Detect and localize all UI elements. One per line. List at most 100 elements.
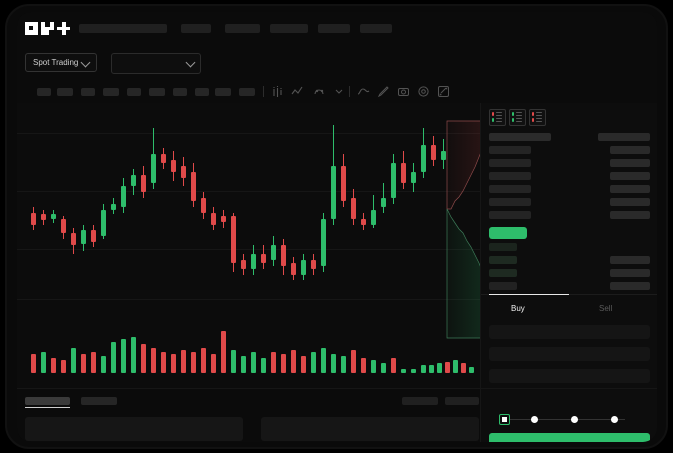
interval-button-8[interactable]	[195, 88, 209, 96]
volume-bar-42	[437, 363, 442, 373]
trading-pair-select[interactable]	[111, 53, 201, 74]
chevron-down-icon[interactable]	[333, 85, 346, 98]
volume-bar-2	[41, 351, 46, 373]
candle-body	[311, 259, 316, 269]
volume-bar-44	[453, 359, 458, 373]
candle-body	[351, 198, 356, 219]
stepper-dot-2[interactable]	[531, 416, 538, 423]
candle-body	[381, 198, 386, 207]
ask-row-6-amount	[610, 198, 650, 206]
order-form-field-1[interactable]	[489, 325, 650, 339]
book-view-both-icon[interactable]	[489, 109, 506, 126]
interval-button-3[interactable]	[81, 88, 95, 96]
volume-bar-46	[469, 367, 474, 373]
volume-bar-6	[81, 353, 86, 373]
stepper-dot-4[interactable]	[611, 416, 618, 423]
nav-item-4[interactable]	[318, 24, 350, 33]
volume-bar-11	[131, 336, 136, 373]
stepper-current-marker[interactable]	[499, 414, 510, 425]
volume-bar-31	[331, 353, 336, 373]
active-bottom-tab-indicator	[25, 407, 70, 408]
candle-body	[101, 209, 106, 237]
nav-search[interactable]	[79, 24, 167, 33]
primary-action-button[interactable]	[489, 433, 650, 442]
volume-bar-9	[111, 342, 116, 373]
order-form-field-3[interactable]	[489, 369, 650, 383]
book-view-bids-icon[interactable]	[509, 109, 526, 126]
interval-button-5[interactable]	[127, 88, 141, 96]
indicators-icon[interactable]	[313, 85, 326, 98]
interval-button-9[interactable]	[215, 88, 231, 96]
spot-trading-selector[interactable]: Spot Trading	[25, 53, 98, 72]
drawing-pencil-icon[interactable]	[377, 85, 390, 98]
order-form-field-2[interactable]	[489, 347, 650, 361]
volume-bar-7	[91, 351, 96, 373]
bottom-action-1[interactable]	[402, 397, 438, 405]
stepper-dot-3[interactable]	[571, 416, 578, 423]
bid-row-2-amount	[610, 256, 650, 264]
interval-button-4[interactable]	[103, 88, 119, 96]
volume-bar-13	[151, 348, 156, 373]
candle-body	[211, 212, 216, 225]
book-view-asks-icon[interactable]	[529, 109, 546, 126]
price-chart[interactable]	[17, 103, 480, 388]
chart-type-candles-icon[interactable]	[271, 85, 284, 98]
volume-bar-36	[381, 363, 386, 373]
market-subheader: Spot Trading	[17, 44, 657, 115]
candle-body	[91, 230, 96, 243]
candle-body	[231, 215, 236, 263]
volume-bar-3	[51, 357, 56, 373]
fullscreen-icon[interactable]	[437, 85, 450, 98]
interval-button-7[interactable]	[173, 88, 187, 96]
volume-bar-34	[361, 357, 366, 373]
ask-row-4-amount	[610, 172, 650, 180]
candle-body	[331, 165, 336, 219]
ask-row-3-price	[489, 159, 531, 167]
ask-row-2-price	[489, 146, 531, 154]
volume-bar-45	[461, 363, 466, 373]
bottom-tab-order-history[interactable]	[81, 397, 117, 405]
stepper-track	[507, 419, 625, 420]
candle-body	[191, 171, 196, 202]
candle-body	[201, 198, 206, 213]
volume-bar-17	[191, 351, 196, 373]
bottom-tab-open-orders[interactable]	[25, 397, 70, 405]
candle-body	[401, 162, 406, 184]
tab-buy[interactable]: Buy	[511, 304, 525, 313]
candle-body	[431, 145, 436, 160]
candle-body	[261, 253, 266, 263]
bid-row-4-price	[489, 282, 517, 290]
nav-item-3[interactable]	[270, 24, 308, 33]
interval-button-10[interactable]	[239, 88, 255, 96]
volume-bar-16	[181, 350, 186, 373]
candle-body	[441, 151, 446, 160]
okx-logo	[25, 22, 71, 35]
nav-item-1[interactable]	[181, 24, 211, 33]
interval-button-2[interactable]	[57, 88, 73, 96]
snapshot-camera-icon[interactable]	[397, 85, 410, 98]
interval-button-1[interactable]	[37, 88, 51, 96]
bid-row-3-price	[489, 269, 517, 277]
volume-bar-37	[391, 357, 396, 373]
candle-body	[171, 159, 176, 172]
volume-bar-40	[421, 365, 426, 373]
chart-gridline-2	[17, 191, 480, 192]
tab-sell[interactable]: Sell	[599, 304, 613, 313]
volume-bar-38	[401, 369, 406, 373]
volume-bar-10	[121, 338, 126, 373]
trend-line-icon[interactable]	[357, 85, 370, 98]
interval-button-6[interactable]	[149, 88, 165, 96]
candle-body	[71, 233, 76, 246]
app-screen: Spot Trading	[17, 12, 657, 442]
chart-type-line-icon[interactable]	[291, 85, 304, 98]
bottom-action-2[interactable]	[445, 397, 479, 405]
volume-bar-35	[371, 359, 376, 373]
settings-gear-icon[interactable]	[417, 85, 430, 98]
volume-bar-18	[201, 348, 206, 373]
volume-bar-23	[251, 351, 256, 373]
nav-item-5[interactable]	[360, 24, 392, 33]
nav-item-2[interactable]	[225, 24, 260, 33]
ask-row-6-price	[489, 198, 531, 206]
volume-bar-30	[321, 348, 326, 373]
